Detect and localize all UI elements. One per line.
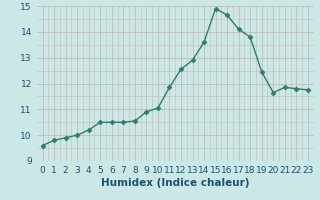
X-axis label: Humidex (Indice chaleur): Humidex (Indice chaleur) (101, 178, 250, 188)
